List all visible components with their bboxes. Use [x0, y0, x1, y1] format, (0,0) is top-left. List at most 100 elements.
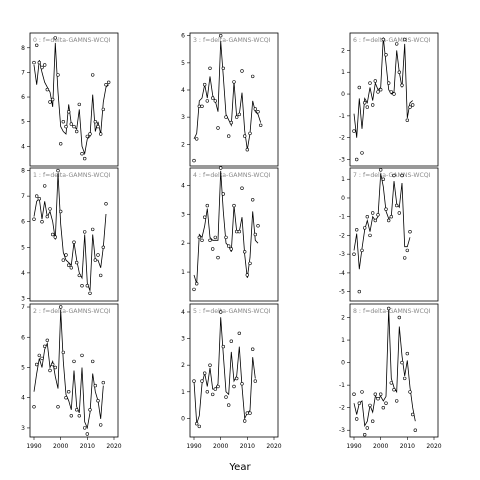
panel-title: 8 : f=delta-GAMNS-WCQI: [353, 308, 431, 315]
fit-line: [193, 317, 256, 424]
data-point: [66, 263, 71, 267]
y-tick-label: -4: [339, 270, 345, 277]
data-point: [66, 110, 71, 114]
y-tick-label: 4: [181, 87, 185, 94]
data-point: [40, 356, 44, 361]
data-point: [192, 287, 196, 292]
data-point: [411, 412, 415, 417]
y-tick-label: 0: [341, 195, 345, 202]
y-tick-label: -3: [339, 251, 345, 258]
data-point: [395, 399, 399, 403]
data-point: [45, 87, 49, 92]
data-point: [240, 186, 244, 190]
y-tick-label: 0: [341, 360, 345, 367]
data-point: [373, 79, 377, 83]
y-tick-label: 7: [21, 193, 25, 200]
data-point: [82, 426, 87, 430]
data-point: [203, 371, 207, 375]
panel-1: 1 : f=delta-GAMNS-WCQI 3 4 5 6 7 8: [21, 168, 119, 302]
x-tick-label: 2000: [373, 443, 388, 450]
y-tick-label: 4: [21, 143, 25, 150]
data-point: [224, 235, 228, 240]
data-point: [197, 104, 202, 109]
data-point: [85, 284, 90, 288]
y-tick-label: 3: [181, 114, 185, 121]
data-point: [88, 408, 92, 412]
data-point: [392, 388, 396, 392]
data-point: [245, 411, 250, 415]
data-point: [403, 376, 407, 381]
y-tick-label: 1: [181, 389, 185, 396]
y-tick-label: 3: [21, 295, 25, 302]
data-point: [360, 390, 364, 394]
data-point: [221, 66, 226, 71]
data-point: [58, 142, 63, 146]
data-point: [400, 360, 404, 365]
y-tick-label: 8: [21, 45, 25, 52]
y-tick-label: -2: [339, 135, 345, 142]
data-point: [245, 273, 250, 277]
data-point: [195, 137, 199, 141]
data-point: [243, 419, 247, 423]
data-point: [381, 406, 385, 410]
data-point: [363, 101, 367, 105]
data-point: [50, 232, 55, 237]
panel-frame: [189, 167, 279, 302]
y-tick-label: 4: [21, 395, 25, 402]
data-point: [96, 253, 100, 257]
data-point: [355, 228, 359, 232]
y-tick-label: 1: [341, 337, 345, 344]
data-point: [90, 227, 95, 232]
data-point: [45, 214, 49, 219]
data-point: [37, 353, 41, 358]
data-point: [80, 353, 84, 358]
y-tick-label: 0: [341, 91, 345, 98]
data-point: [235, 376, 239, 381]
y-tick-label: 3: [21, 425, 25, 432]
fit-line: [193, 170, 259, 284]
panel-frame: [29, 32, 119, 167]
data-point: [384, 53, 388, 57]
data-point: [253, 379, 258, 383]
data-point: [365, 105, 369, 109]
y-tick-label: -2: [339, 232, 345, 239]
panel-title: 2 : f=delta-GAMNS-WCQI: [33, 308, 111, 315]
panel-title: 4 : f=delta-GAMNS-WCQI: [193, 172, 271, 179]
data-point: [352, 392, 356, 396]
data-point: [229, 247, 234, 251]
y-tick-label: -3: [339, 156, 345, 163]
data-point: [371, 211, 375, 215]
data-point: [77, 273, 82, 278]
data-point: [42, 344, 47, 348]
data-point: [85, 432, 90, 436]
y-tick-label: 2: [341, 315, 345, 322]
data-point: [69, 122, 74, 126]
y-tick-label: -3: [339, 427, 345, 434]
panel-5: 5 : f=delta-GAMNS-WCQI 0 1 2 3 4: [181, 303, 279, 438]
data-point: [368, 233, 372, 238]
data-point: [392, 173, 396, 178]
data-point: [405, 351, 409, 356]
data-point: [229, 120, 234, 125]
data-point: [213, 387, 218, 391]
data-point: [240, 69, 244, 73]
y-tick-label: 2: [181, 141, 185, 148]
data-point: [82, 156, 87, 161]
data-point: [74, 129, 79, 134]
data-point: [360, 248, 364, 253]
data-point: [211, 247, 215, 251]
data-point: [96, 399, 100, 403]
data-point: [243, 134, 247, 138]
data-point: [248, 411, 252, 415]
data-point: [405, 118, 409, 122]
data-point: [104, 82, 108, 87]
data-point: [251, 198, 255, 202]
data-point: [64, 396, 68, 400]
data-point: [232, 384, 236, 389]
data-point: [80, 284, 84, 288]
data-point: [32, 60, 36, 65]
data-point: [40, 220, 44, 224]
data-point: [72, 240, 76, 244]
data-point: [34, 43, 39, 47]
data-point: [395, 203, 399, 208]
